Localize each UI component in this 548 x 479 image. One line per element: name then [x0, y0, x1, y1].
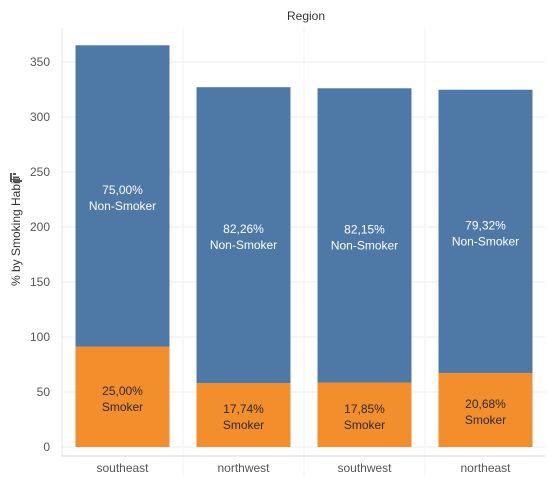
- y-tick-label: 350: [30, 55, 50, 69]
- data-label-series: Non-Smoker: [89, 199, 156, 213]
- data-label-series: Smoker: [344, 418, 385, 432]
- data-label-series: Smoker: [465, 413, 506, 427]
- data-label-series: Smoker: [223, 418, 264, 432]
- chart-title: Region: [287, 9, 325, 23]
- y-tick-label: 200: [30, 220, 50, 234]
- x-tick-label: northwest: [217, 461, 270, 475]
- x-tick-label: northeast: [460, 461, 511, 475]
- data-label-series: Smoker: [102, 400, 143, 414]
- bar-smoker-northwest[interactable]: [196, 383, 291, 447]
- data-label-percent: 82,26%: [223, 222, 264, 236]
- bar-smoker-southeast[interactable]: [75, 346, 170, 447]
- bar-smoker-northeast[interactable]: [438, 372, 533, 447]
- bar-non-smoker-southeast[interactable]: [75, 45, 170, 347]
- data-label-percent: 17,85%: [344, 402, 385, 416]
- data-label-percent: 17,74%: [223, 402, 264, 416]
- y-tick-label: 250: [30, 165, 50, 179]
- data-label-series: Non-Smoker: [452, 234, 519, 248]
- data-label-percent: 75,00%: [102, 183, 143, 197]
- sort-descending-icon[interactable]: [10, 173, 22, 182]
- bar-non-smoker-northwest[interactable]: [196, 87, 291, 384]
- y-axis-ticks: 0 50 100 150 200 250 300 350: [30, 55, 50, 454]
- data-label-percent: 20,68%: [465, 397, 506, 411]
- y-axis-title: % by Smoking Habit: [9, 177, 23, 286]
- data-label-series: Non-Smoker: [210, 238, 277, 252]
- y-axis-title-group[interactable]: % by Smoking Habit: [9, 177, 23, 286]
- y-tick-label: 0: [43, 440, 50, 454]
- bars[interactable]: 25,00% Smoker 75,00% Non-Smoker 17,74% Smoker…: [75, 45, 533, 447]
- data-label-percent: 79,32%: [465, 218, 506, 232]
- y-tick-label: 100: [30, 330, 50, 344]
- y-tick-label: 300: [30, 110, 50, 124]
- y-tick-label: 50: [37, 385, 51, 399]
- x-axis-ticks: southeast northwest southwest northeast: [96, 461, 511, 475]
- bar-non-smoker-northeast[interactable]: [438, 89, 533, 373]
- x-tick-label: southeast: [96, 461, 149, 475]
- data-label-percent: 82,15%: [344, 222, 385, 236]
- bar-smoker-southwest[interactable]: [317, 382, 412, 447]
- data-label-percent: 25,00%: [102, 384, 143, 398]
- bar-non-smoker-southwest[interactable]: [317, 88, 412, 383]
- y-tick-label: 150: [30, 275, 50, 289]
- data-label-series: Non-Smoker: [331, 238, 398, 252]
- x-tick-label: southwest: [337, 461, 392, 475]
